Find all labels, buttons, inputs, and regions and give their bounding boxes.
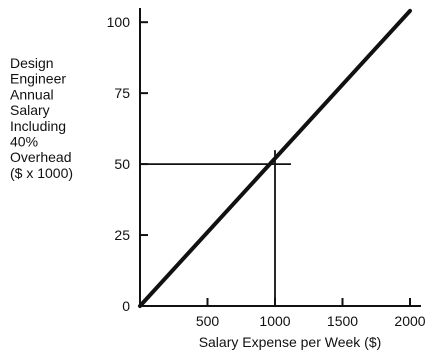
x-axis-title: Salary Expense per Week ($) [199,334,382,350]
x-ticks: 500 1000 1500 2000 [196,298,426,329]
y-tick-label: 25 [114,227,130,243]
series-line [138,8,412,308]
x-tick-label: 1000 [259,313,290,329]
y-title-line: Design [10,55,54,71]
y-title-line: Engineer [10,71,66,87]
x-tick-label: 2000 [394,313,425,329]
x-tick-label: 500 [196,313,220,329]
y-tick-label: 0 [122,298,130,314]
y-title-line: Overhead [10,149,71,165]
y-title-line: Including [10,118,66,134]
axes [139,8,421,307]
y-tick-label: 100 [107,14,131,30]
y-axis-title: Design Engineer Annual Salary Including 40% Ov… [10,55,73,181]
y-title-line: 40% [10,134,38,150]
y-title-line: ($ x 1000) [10,165,73,181]
y-title-line: Salary [10,102,50,118]
series-layer [138,8,412,308]
y-tick-label: 75 [114,85,130,101]
y-tick-label: 50 [114,156,130,172]
reference-lines [140,150,291,306]
y-title-line: Annual [10,86,54,102]
x-tick-label: 1500 [327,313,358,329]
y-ticks: 0 25 50 75 100 [107,14,148,314]
